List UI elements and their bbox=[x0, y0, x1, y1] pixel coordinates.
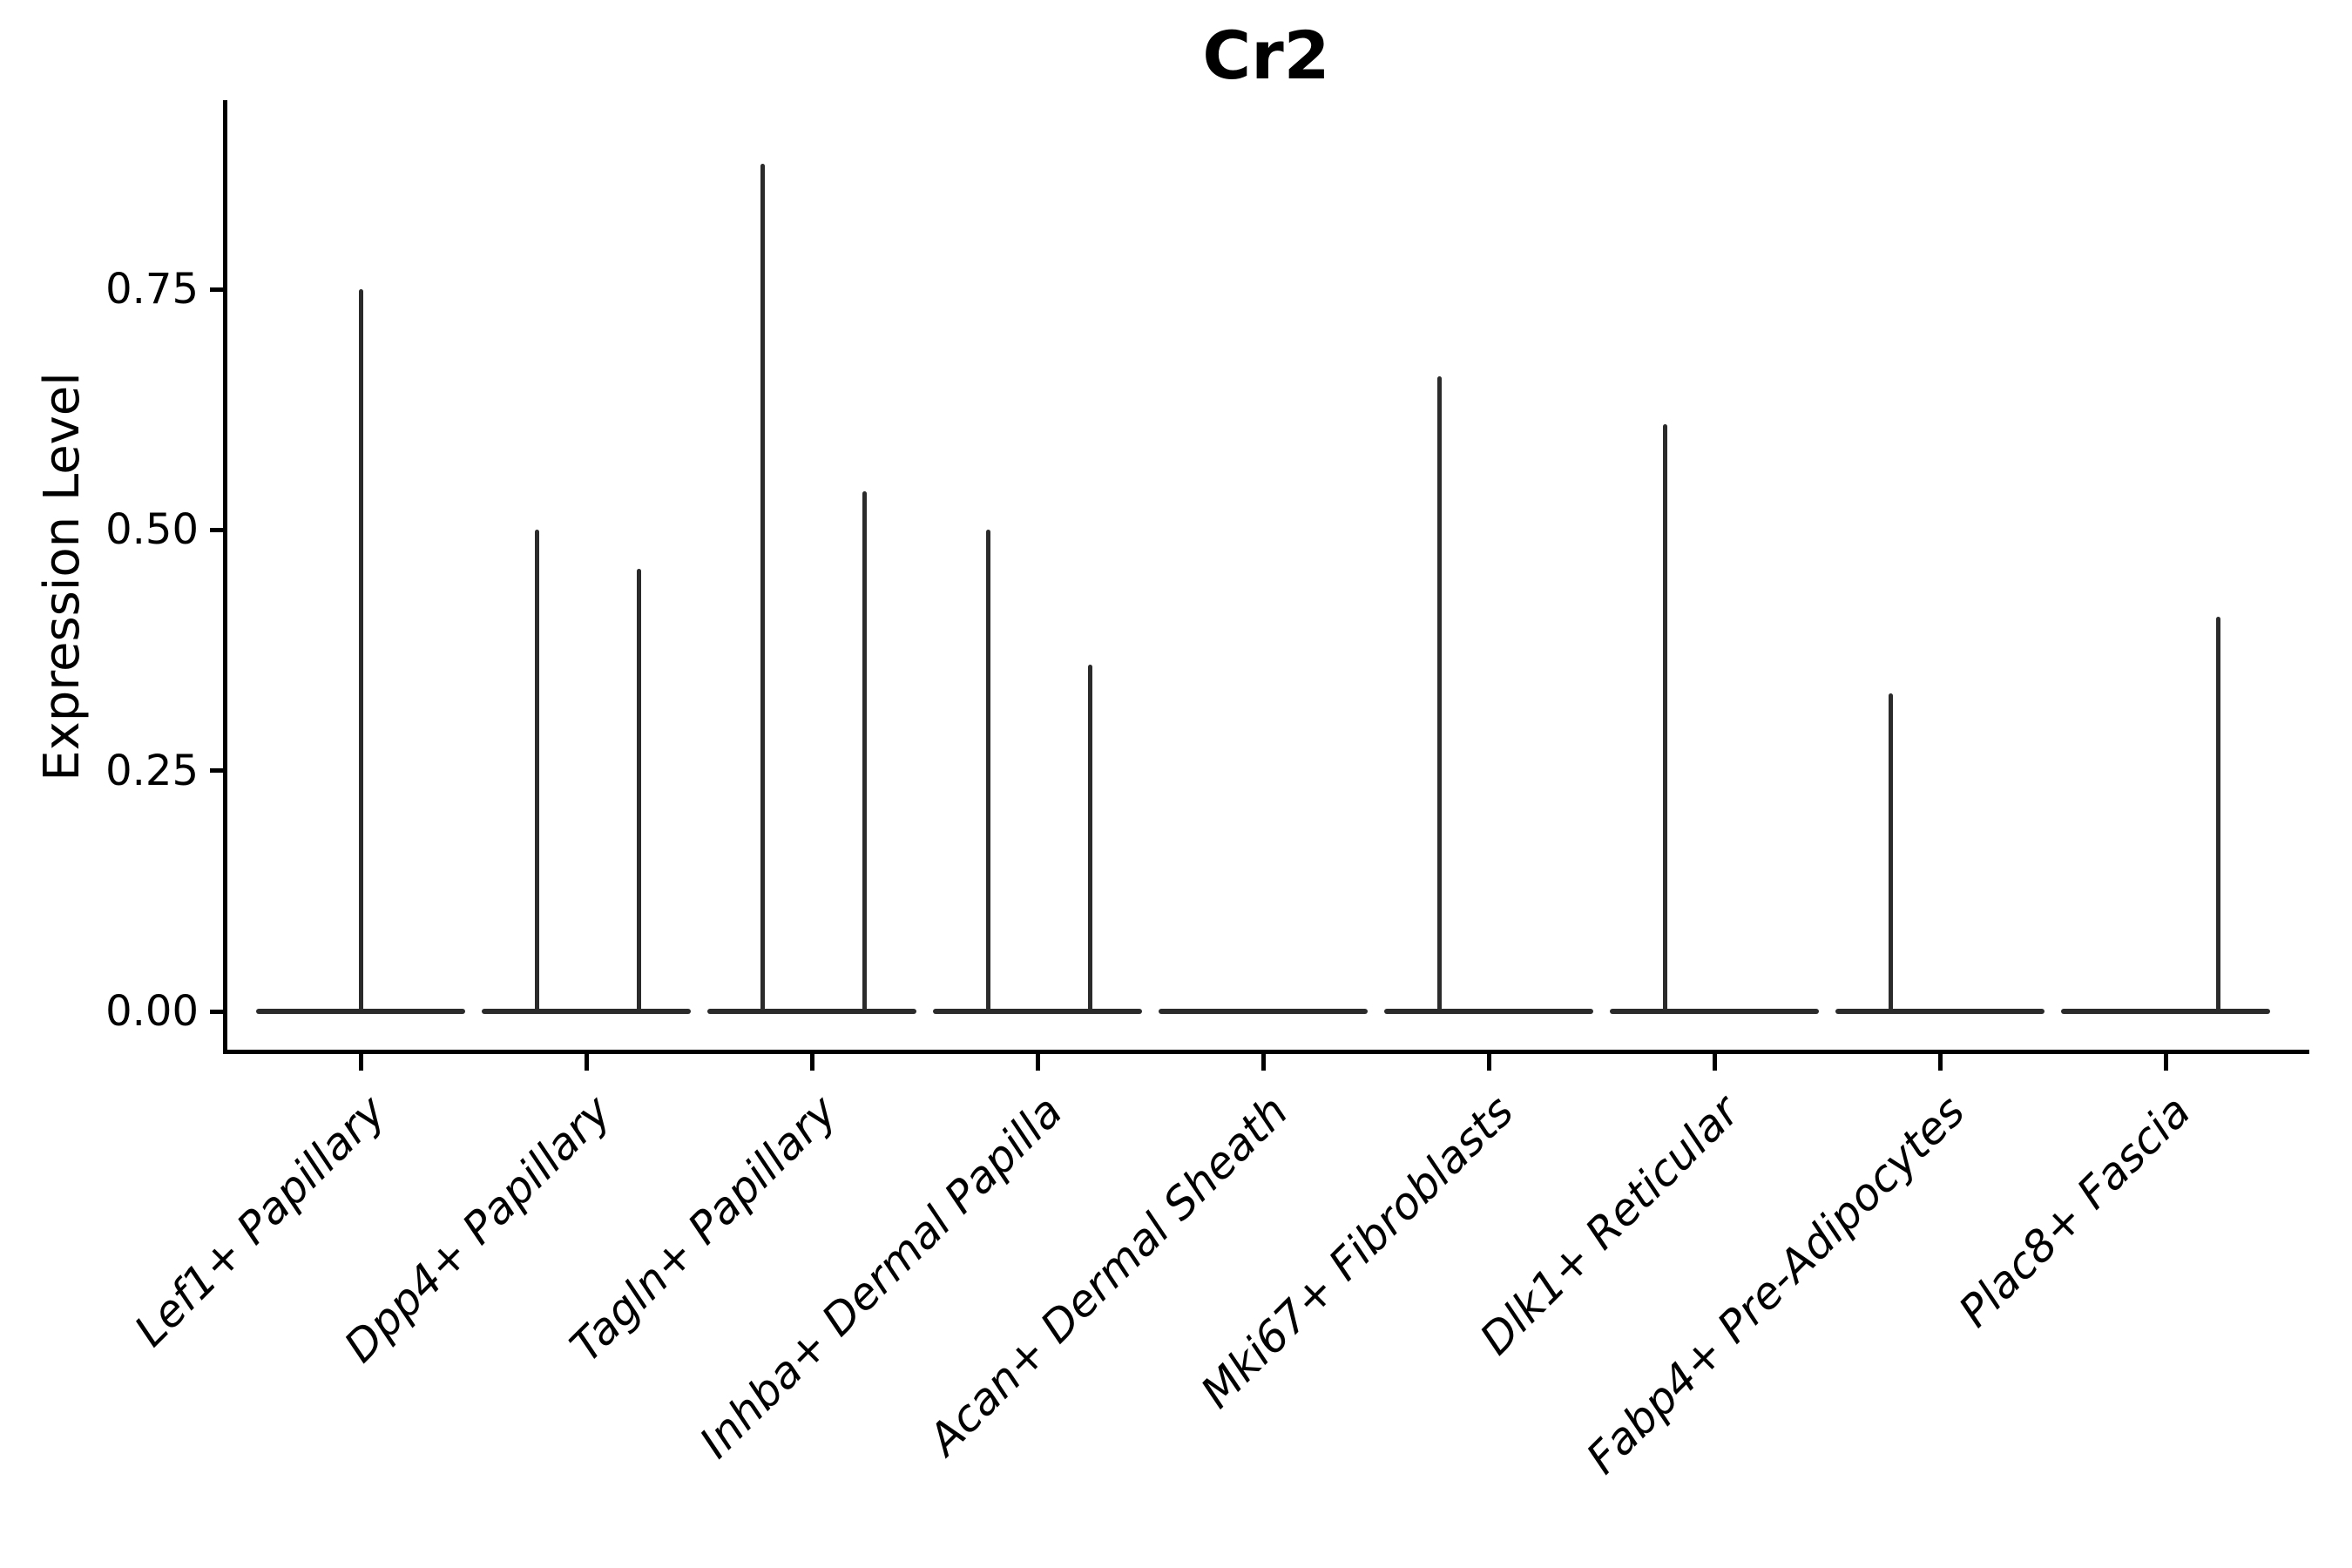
y-tick-label: 0.75 bbox=[105, 265, 199, 314]
violin-spike bbox=[2215, 616, 2220, 1014]
y-tick-label: 0.50 bbox=[105, 505, 199, 555]
x-tick-label: Inhba+ Dermal Papilla bbox=[690, 1085, 1072, 1469]
x-tick bbox=[1035, 1054, 1040, 1071]
y-tick bbox=[210, 1009, 226, 1014]
x-tick-label: Dpp4+ Papillary bbox=[335, 1085, 621, 1373]
y-tick-label: 0.00 bbox=[105, 987, 199, 1036]
x-axis-line bbox=[223, 1050, 2309, 1054]
x-tick bbox=[584, 1054, 589, 1071]
violin-base bbox=[1835, 1009, 2044, 1014]
violin-spike bbox=[1087, 665, 1092, 1014]
y-tick bbox=[210, 287, 226, 292]
violin-base bbox=[1159, 1009, 1368, 1014]
y-axis-line bbox=[223, 100, 227, 1054]
violin-spike bbox=[862, 491, 867, 1014]
violin-spike bbox=[636, 568, 641, 1014]
chart-title: Cr2 bbox=[1202, 17, 1330, 94]
x-tick-label: Fabp4+ Pre-Adipocytes bbox=[1577, 1085, 1975, 1484]
x-tick bbox=[809, 1054, 814, 1071]
x-tick bbox=[1712, 1054, 1717, 1071]
violin-spike bbox=[534, 530, 539, 1014]
x-tick-label: Acan+ Dermal Sheath bbox=[918, 1085, 1298, 1465]
y-tick bbox=[210, 768, 226, 774]
violin-base bbox=[707, 1009, 916, 1014]
violin-spike bbox=[1436, 375, 1442, 1014]
violin-spike bbox=[358, 289, 363, 1014]
x-tick-label: Plac8+ Fascia bbox=[1949, 1085, 2200, 1337]
x-tick-label: Mki67+ Fibroblasts bbox=[1191, 1085, 1524, 1418]
y-tick-label: 0.25 bbox=[105, 746, 199, 795]
violin-base bbox=[1610, 1009, 1819, 1014]
violin-spike bbox=[760, 164, 765, 1014]
violin-base bbox=[482, 1009, 691, 1014]
y-axis-label: Expression Level bbox=[34, 372, 91, 781]
violin-spike bbox=[1888, 693, 1893, 1014]
x-tick bbox=[358, 1054, 363, 1071]
violin-spike bbox=[1662, 423, 1667, 1014]
x-tick-label: Dlk1+ Reticular bbox=[1470, 1085, 1749, 1365]
x-tick-label: Tagln+ Papillary bbox=[560, 1085, 847, 1372]
x-tick bbox=[2163, 1054, 2168, 1071]
x-tick bbox=[1937, 1054, 1943, 1071]
y-tick bbox=[210, 527, 226, 532]
x-tick bbox=[1260, 1054, 1266, 1071]
violin-spike bbox=[985, 530, 990, 1014]
violin-base bbox=[933, 1009, 1142, 1014]
violin-base bbox=[1384, 1009, 1593, 1014]
x-tick bbox=[1486, 1054, 1491, 1071]
violin-base bbox=[2061, 1009, 2270, 1014]
